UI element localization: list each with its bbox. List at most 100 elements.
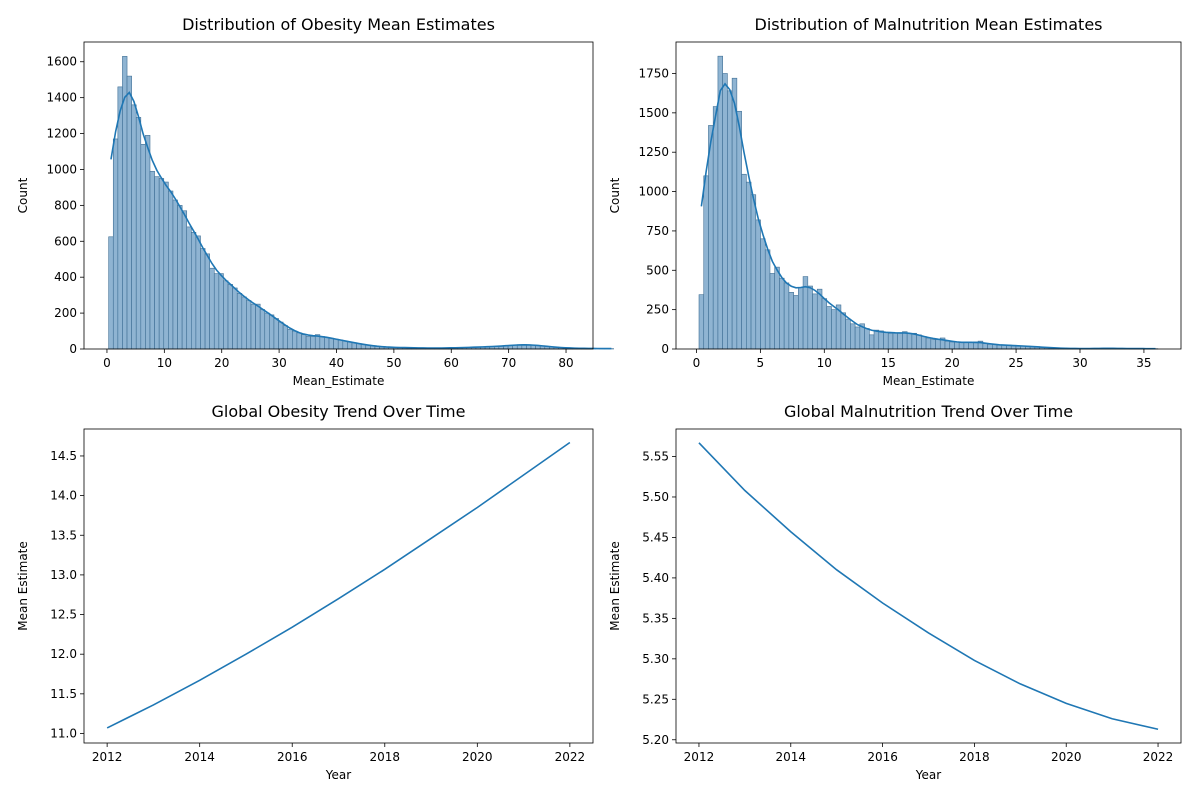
histogram-bar: [741, 173, 747, 350]
histogram-bar: [755, 219, 761, 350]
y-tick-label: 0: [69, 342, 77, 356]
histogram-bar: [324, 337, 330, 350]
histogram-bar: [282, 325, 289, 350]
histogram-bar: [213, 273, 220, 350]
histogram-bar: [873, 329, 880, 350]
histogram-bar: [816, 288, 823, 350]
histogram-bar: [750, 194, 757, 350]
y-tick-label: 5.25: [642, 692, 669, 706]
histogram-bar: [736, 110, 742, 350]
y-tick-label: 200: [54, 306, 77, 320]
histogram-bar: [864, 328, 870, 350]
y-tick-label: 600: [54, 234, 77, 248]
histogram-bar: [112, 138, 119, 350]
obesity-trend-panel: 2012 2014 2016 2018 2020 2022 11.0 11.5 12.0 12.5…: [16, 402, 594, 782]
x-tick-label: 2018: [369, 750, 400, 764]
histogram-bar: [310, 336, 316, 350]
histogram-bar: [328, 337, 334, 350]
histogram-bar: [883, 332, 889, 350]
histogram-bar: [264, 312, 270, 350]
histogram-bar: [140, 144, 146, 350]
histogram-bar: [887, 332, 894, 350]
y-tick-label: 1400: [46, 91, 77, 105]
histogram-bar: [840, 312, 846, 350]
histogram-bar: [255, 303, 261, 350]
histogram-bar: [172, 199, 178, 350]
histogram-bar: [209, 267, 215, 350]
histogram-bar: [987, 343, 993, 350]
x-tick-label: 20: [945, 356, 960, 370]
x-tick-label: 35: [1136, 356, 1151, 370]
histogram-bar: [163, 181, 169, 350]
histogram-bar: [746, 181, 752, 350]
histogram-bar: [731, 77, 738, 350]
histogram-bar: [878, 330, 884, 350]
malnutrition-bars: [698, 55, 1159, 350]
x-tick-label: 2014: [184, 750, 215, 764]
x-tick-label: 2012: [92, 750, 123, 764]
x-tick-label: 25: [1008, 356, 1023, 370]
histogram-bar: [958, 342, 965, 350]
y-tick-label: 12.5: [50, 608, 77, 622]
histogram-bar: [186, 226, 192, 350]
histogram-bar: [287, 328, 293, 350]
y-tick-label: 14.0: [50, 489, 77, 503]
y-tick-label: 11.0: [50, 726, 77, 740]
y-tick-label: 0: [661, 342, 669, 356]
histogram-bar: [145, 135, 151, 350]
histogram-bar: [793, 295, 799, 350]
histogram-bar: [301, 334, 307, 350]
x-tick-label: 10: [817, 356, 832, 370]
histogram-bar: [195, 235, 201, 350]
histogram-bar: [764, 249, 771, 350]
histogram-bar: [769, 273, 775, 350]
x-tick-label: 30: [271, 356, 286, 370]
x-axis-label: Mean_Estimate: [883, 374, 975, 388]
histogram-bar: [982, 343, 988, 350]
histogram-bar: [807, 285, 813, 350]
x-tick-label: 2012: [684, 750, 715, 764]
chart-title: Global Obesity Trend Over Time: [212, 402, 466, 421]
malnutrition-trend-panel: 2012 2014 2016 2018 2020 2022 5.20 5.25 5.30 5.35…: [608, 402, 1182, 782]
x-tick-label: 0: [693, 356, 701, 370]
axes-frame: [83, 41, 594, 350]
axes-frame: [675, 41, 1182, 350]
histogram-bar: [131, 104, 137, 350]
histogram-bar: [117, 86, 123, 350]
y-tick-label: 1500: [638, 106, 669, 120]
histogram-bar: [259, 309, 266, 350]
y-tick-label: 11.5: [50, 687, 77, 701]
histogram-bar: [305, 336, 311, 350]
obesity-bars: [108, 56, 614, 350]
x-tick-label: 2020: [462, 750, 493, 764]
histogram-bar: [779, 277, 785, 350]
histogram-bar: [826, 306, 832, 350]
histogram-bar: [319, 336, 325, 350]
histogram-bar: [204, 253, 210, 350]
histogram-bar: [930, 339, 936, 350]
histogram-bar: [925, 337, 932, 350]
x-tick-label: 80: [558, 356, 573, 370]
y-tick-label: 1200: [46, 127, 77, 141]
y-tick-label: 13.5: [50, 528, 77, 542]
histogram-bar: [236, 293, 243, 350]
y-tick-label: 5.20: [642, 733, 669, 747]
histogram-bar: [712, 106, 719, 350]
malnutrition-histogram-panel: 0 5 10 15 20 25 30 35 0 250 500 750 1000 1250 1500 1750…: [608, 15, 1182, 388]
x-tick-label: 2020: [1051, 750, 1082, 764]
histogram-bar: [232, 287, 238, 350]
y-axis-label: Count: [608, 177, 622, 213]
y-tick-label: 1600: [46, 55, 77, 69]
histogram-bar: [337, 339, 344, 350]
kde-curve: [700, 82, 1156, 350]
histogram-bar: [774, 266, 780, 350]
histogram-bar: [845, 318, 851, 350]
histogram-bar: [708, 125, 714, 350]
y-axis-label: Mean Estimate: [608, 541, 622, 631]
histogram-bar: [869, 334, 875, 350]
x-tick-label: 2022: [555, 750, 586, 764]
x-tick-label: 2022: [1143, 750, 1174, 764]
chart-title: Distribution of Malnutrition Mean Estima…: [755, 15, 1103, 34]
histogram-bar: [902, 331, 908, 350]
x-tick-label: 2014: [775, 750, 806, 764]
